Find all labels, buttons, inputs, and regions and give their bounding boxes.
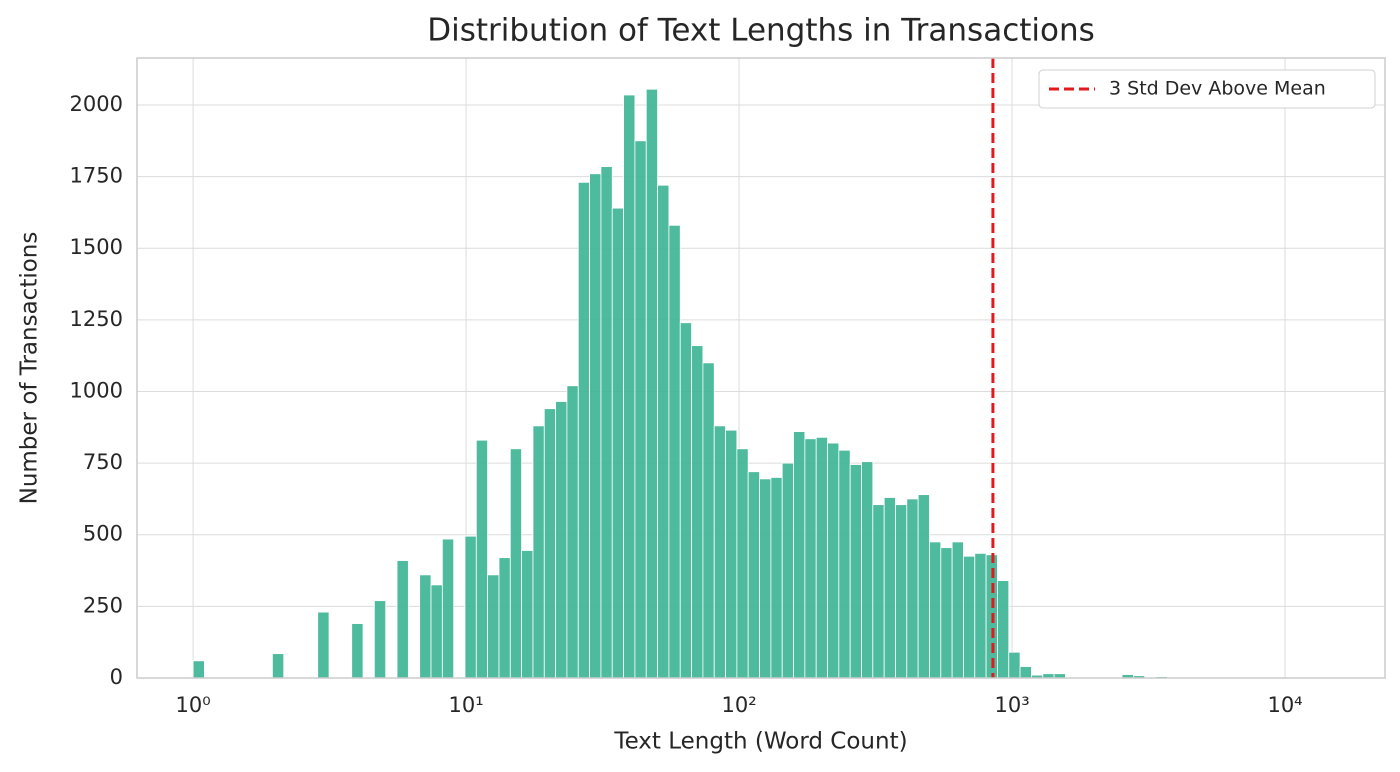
bar xyxy=(464,535,477,679)
x-tick-label: 10³ xyxy=(994,693,1029,717)
bar xyxy=(815,436,828,679)
bar xyxy=(906,498,919,679)
legend: 3 Std Dev Above Mean xyxy=(1038,69,1376,109)
bar xyxy=(940,547,953,679)
plot-border xyxy=(136,57,1386,679)
bar xyxy=(487,574,500,679)
bar xyxy=(657,184,670,679)
bar xyxy=(600,166,613,679)
bars xyxy=(192,88,1168,679)
bar xyxy=(781,462,794,679)
x-tick-label: 10¹ xyxy=(449,693,484,717)
x-tick-label: 10⁰ xyxy=(176,693,211,717)
bar xyxy=(509,448,522,679)
y-tick-label: 1750 xyxy=(70,164,123,188)
bar xyxy=(430,584,443,679)
bar xyxy=(793,431,806,679)
bar xyxy=(917,494,930,679)
bar xyxy=(566,385,579,679)
y-tick-label: 1250 xyxy=(70,307,123,331)
y-tick-label: 750 xyxy=(83,450,123,474)
bar xyxy=(441,538,455,679)
bar xyxy=(498,557,511,679)
bar xyxy=(589,173,602,679)
bar xyxy=(577,181,590,679)
bar xyxy=(759,478,772,679)
bar xyxy=(804,438,817,679)
bar xyxy=(396,560,409,679)
x-tick-label: 10⁴ xyxy=(1267,693,1302,717)
overlay: 3 Std Dev Above Mean xyxy=(136,57,1386,679)
x-axis-label: Text Length (Word Count) xyxy=(613,729,907,755)
bar xyxy=(736,448,749,679)
y-axis-label: Number of Transactions xyxy=(17,232,43,505)
bar xyxy=(679,322,692,679)
bar xyxy=(963,555,976,679)
bar xyxy=(555,401,568,679)
bar xyxy=(373,600,387,679)
bar xyxy=(702,362,715,679)
chart-title: Distribution of Text Lengths in Transact… xyxy=(427,13,1095,49)
y-tick-label: 500 xyxy=(83,522,123,546)
y-tick-label: 1000 xyxy=(70,378,123,402)
bar xyxy=(770,477,783,679)
bar xyxy=(532,425,545,679)
y-tick-label: 0 xyxy=(110,665,123,689)
bar xyxy=(895,504,908,679)
y-tick-label: 1500 xyxy=(70,235,123,259)
bar xyxy=(691,345,704,679)
x-tick-label: 10² xyxy=(721,693,756,717)
bar xyxy=(317,611,330,679)
y-tick-label: 250 xyxy=(83,593,123,617)
bar xyxy=(419,574,432,679)
bar xyxy=(543,408,557,679)
bar xyxy=(929,541,942,679)
bar xyxy=(861,461,874,679)
bar xyxy=(849,464,862,679)
bar xyxy=(747,471,760,679)
bar xyxy=(645,88,658,679)
bar xyxy=(611,207,625,679)
bar xyxy=(351,623,364,679)
bar xyxy=(475,439,488,679)
bar xyxy=(725,429,738,679)
bar xyxy=(1008,651,1021,679)
bar xyxy=(713,425,726,679)
bar xyxy=(872,504,885,679)
bar xyxy=(271,653,285,679)
legend-box xyxy=(1038,69,1376,109)
bar xyxy=(634,140,647,679)
bar xyxy=(974,552,987,679)
legend-label: 3 Std Dev Above Mean xyxy=(1109,78,1326,100)
bar xyxy=(668,224,681,679)
bar xyxy=(521,550,534,679)
y-tick-label: 2000 xyxy=(70,92,123,116)
bar xyxy=(1019,666,1032,679)
bar xyxy=(951,541,964,679)
bar xyxy=(623,94,636,679)
bar xyxy=(997,580,1010,679)
bar xyxy=(883,497,896,679)
bar xyxy=(192,660,205,679)
bar xyxy=(827,442,840,679)
bar xyxy=(838,449,851,679)
